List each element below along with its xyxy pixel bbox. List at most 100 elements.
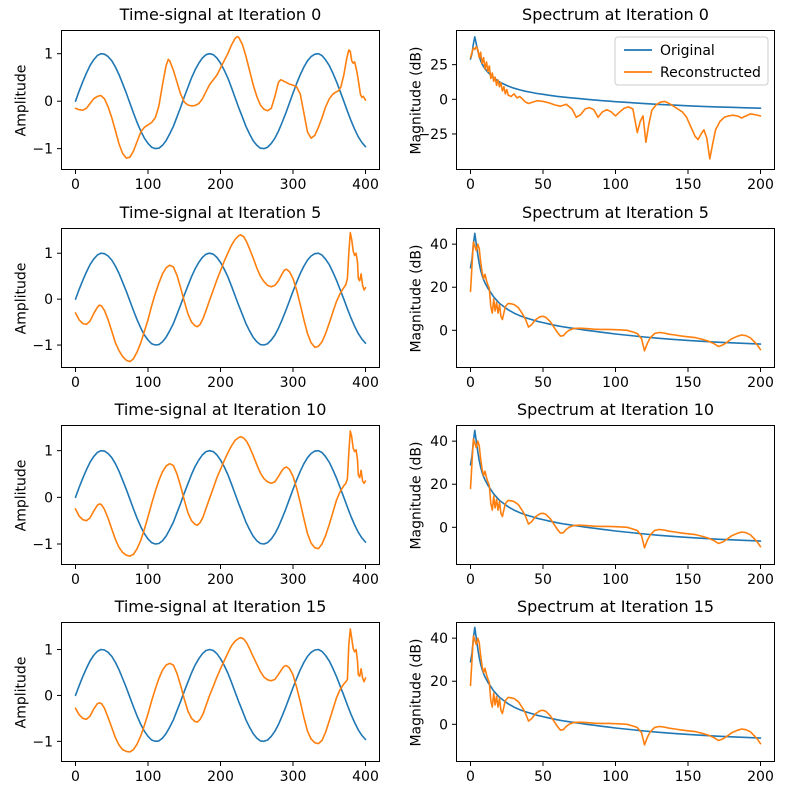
x-tick-label: 100 [135, 375, 162, 391]
y-tick-label: 0 [44, 94, 53, 110]
x-tick-label: 50 [534, 375, 552, 391]
series-reconstructed [469, 45, 762, 160]
axes-frame [61, 622, 380, 762]
x-tick-label: 100 [602, 769, 629, 785]
plot-area: 0 50 100 150 200 0 20 40 [430, 228, 775, 391]
x-tick-label: 150 [675, 572, 702, 588]
x-tick-label: 400 [352, 769, 379, 785]
y-tick-label: −1 [32, 537, 53, 553]
axes-frame [61, 228, 380, 368]
x-tick-label: 0 [466, 177, 475, 193]
subplot-spectrum-iter-15: Spectrum at Iteration 15 Magnitude (dB) … [395, 592, 789, 789]
axes-frame [456, 30, 775, 170]
series-reconstructed [74, 628, 367, 753]
y-tick-label: 40 [430, 631, 448, 647]
x-tick-label: 400 [352, 177, 379, 193]
x-tick-label: 150 [675, 177, 702, 193]
y-tick-label: 20 [430, 477, 448, 493]
axes-frame [456, 622, 775, 762]
plot-title: Time-signal at Iteration 10 [114, 400, 327, 419]
y-tick-label: 1 [44, 47, 53, 63]
x-tick-label: 400 [352, 572, 379, 588]
y-tick-label: 0 [439, 92, 448, 108]
y-tick-label: 40 [430, 237, 448, 253]
y-tick-label: 0 [439, 520, 448, 536]
y-axis-label: Magnitude (dB) [408, 441, 425, 550]
x-tick-label: 100 [135, 769, 162, 785]
series-original [469, 626, 762, 739]
x-tick-label: 150 [675, 375, 702, 391]
x-tick-label: 200 [747, 177, 774, 193]
series-reconstructed [469, 635, 762, 746]
y-tick-label: 1 [44, 643, 53, 659]
plot-area: 0 100 200 300 400 −1 0 1 [32, 30, 380, 193]
subplot-spectrum-iter-5: Spectrum at Iteration 5 Magnitude (dB) 0… [395, 198, 789, 395]
series-original [74, 252, 367, 346]
y-tick-label: 1 [44, 444, 53, 460]
x-tick-label: 0 [466, 572, 475, 588]
y-tick-label: −1 [32, 734, 53, 750]
subplot-time-iter-15: Time-signal at Iteration 15 Amplitude 0 1… [0, 592, 394, 789]
x-tick-label: 100 [602, 572, 629, 588]
plot-area: 0 100 200 300 400 −1 0 1 [32, 425, 380, 588]
y-tick-label: 0 [44, 688, 53, 704]
x-tick-label: 50 [534, 177, 552, 193]
axes-frame [61, 30, 380, 170]
y-tick-label: 0 [44, 292, 53, 308]
plot-title: Time-signal at Iteration 0 [119, 5, 322, 24]
subplot-time-iter-0: Time-signal at Iteration 0 Amplitude 0 10… [0, 0, 394, 197]
x-tick-label: 0 [71, 177, 80, 193]
x-tick-label: 100 [602, 375, 629, 391]
x-tick-label: 200 [207, 177, 234, 193]
series-reconstructed [74, 430, 367, 557]
axes-frame [456, 425, 775, 565]
x-tick-label: 300 [280, 572, 307, 588]
x-tick-label: 300 [280, 375, 307, 391]
y-tick-label: 0 [44, 490, 53, 506]
y-tick-label: 20 [430, 280, 448, 296]
x-tick-label: 200 [207, 375, 234, 391]
plot-area: 0 50 100 150 200 0 20 40 [430, 425, 775, 588]
series-original [74, 648, 367, 743]
plot-title: Spectrum at Iteration 10 [516, 400, 715, 419]
series-original [469, 429, 762, 542]
plot-title: Spectrum at Iteration 0 [522, 5, 709, 24]
series-original [469, 232, 762, 345]
x-tick-label: 0 [71, 769, 80, 785]
y-tick-label: −25 [418, 127, 448, 143]
x-tick-label: 100 [135, 177, 162, 193]
plot-area: 0 100 200 300 400 −1 0 1 [32, 622, 380, 785]
subplot-time-iter-5: Time-signal at Iteration 5 Amplitude 0 10… [0, 198, 394, 395]
y-tick-label: 25 [430, 58, 448, 74]
y-tick-label: 20 [430, 674, 448, 690]
series-reconstructed [469, 241, 762, 352]
legend-box [614, 36, 769, 86]
plot-title: Time-signal at Iteration 15 [114, 597, 327, 616]
series-reconstructed [469, 438, 762, 549]
y-axis-label: Amplitude [13, 64, 30, 137]
y-tick-label: −1 [32, 142, 53, 158]
axes-frame [456, 228, 775, 368]
x-tick-label: 100 [135, 572, 162, 588]
x-tick-label: 50 [534, 769, 552, 785]
y-axis-label: Magnitude (dB) [408, 244, 425, 353]
y-axis-label: Amplitude [13, 459, 30, 532]
x-tick-label: 100 [602, 177, 629, 193]
x-tick-label: 0 [71, 375, 80, 391]
y-axis-label: Magnitude (dB) [408, 46, 425, 155]
subplot-spectrum-iter-0: Spectrum at Iteration 0 Magnitude (dB) 0… [395, 0, 789, 197]
subplot-time-iter-10: Time-signal at Iteration 10 Amplitude 0 1… [0, 395, 394, 592]
y-axis-label: Amplitude [13, 656, 30, 729]
x-tick-label: 300 [280, 769, 307, 785]
y-axis-label: Magnitude (dB) [408, 638, 425, 747]
legend-label: Reconstructed [660, 65, 761, 81]
x-tick-label: 200 [747, 375, 774, 391]
legend-label: Original [660, 43, 715, 59]
x-tick-label: 400 [352, 375, 379, 391]
x-tick-label: 200 [747, 769, 774, 785]
plot-area: 0 50 100 150 200 −25 0 25 Original Reconstructed [418, 30, 775, 193]
x-tick-label: 200 [747, 572, 774, 588]
y-tick-label: 40 [430, 434, 448, 450]
y-tick-label: 1 [44, 246, 53, 262]
